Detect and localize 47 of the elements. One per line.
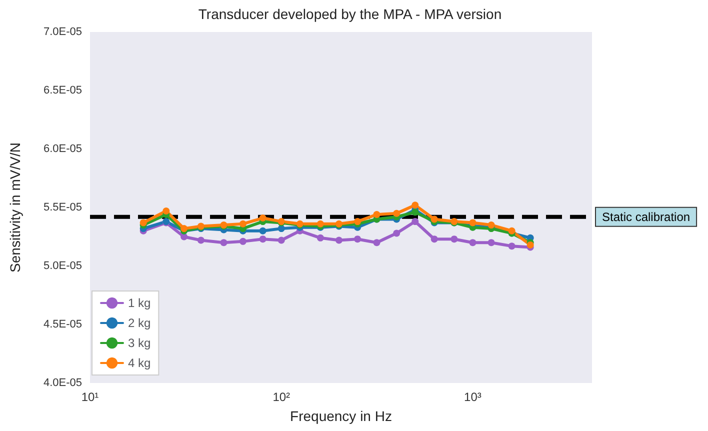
point [412,218,419,226]
legend-label: 3 kg [128,336,151,350]
point [469,219,476,226]
point [259,214,266,222]
point [373,211,380,218]
point [259,236,266,243]
point [354,236,362,243]
point [239,238,246,245]
point [239,220,246,228]
point [430,216,438,223]
y-tick-label: 6.5E-05 [43,84,82,96]
point [278,236,285,244]
x-tick-label: 10³ [464,390,482,404]
point [488,239,495,246]
point [393,230,400,237]
point [430,236,438,243]
legend-label: 2 kg [128,316,151,330]
legend-label: 4 kg [128,356,151,370]
point [162,208,170,215]
ref-line-label: Static calibration [602,210,690,224]
x-tick-label: 10¹ [81,390,99,404]
y-tick-label: 5.0E-05 [43,260,82,272]
point [259,227,266,234]
point [508,242,516,250]
point [316,234,324,242]
chart-title: Transducer developed by the MPA - MPA version [198,6,502,22]
point [278,225,285,232]
point [393,210,400,217]
x-tick-label: 10² [272,390,290,404]
y-tick-label: 7.0E-05 [43,26,82,38]
x-axis-title: Frequency in Hz [290,408,392,424]
y-tick-label: 6.0E-05 [43,143,82,155]
y-tick-label: 4.5E-05 [43,318,82,330]
legend-label: 1 kg [128,296,151,310]
y-tick-label: 4.0E-05 [43,377,82,389]
point [180,233,188,240]
point [412,202,419,209]
point [412,208,419,216]
point [469,239,476,246]
y-axis-title: Sensitivity in mV/V/N [7,142,23,272]
point [508,227,516,234]
point [220,239,228,246]
y-tick-label: 5.5E-05 [43,202,82,214]
point [373,239,380,246]
point [335,236,342,244]
point [316,220,324,228]
point [450,236,458,243]
